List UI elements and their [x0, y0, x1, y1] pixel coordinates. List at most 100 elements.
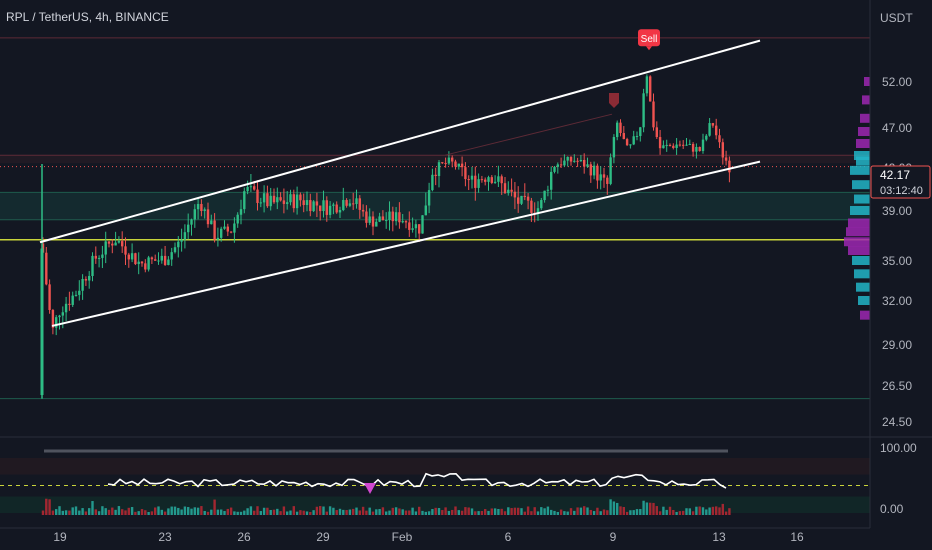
volume-bar: [573, 510, 576, 515]
candle-body: [127, 254, 130, 260]
volume-bar: [414, 511, 418, 515]
price-axis[interactable]: 52.0047.0042.0039.0035.0032.0029.0026.50…: [882, 75, 912, 429]
candle-body: [553, 166, 556, 172]
price-tick-label: 29.00: [882, 338, 912, 352]
volume-bar: [546, 506, 550, 515]
candle-body: [619, 122, 622, 134]
volume-bar: [309, 511, 312, 515]
candle-body: [543, 190, 546, 201]
candle-body: [579, 159, 583, 162]
candle-body: [649, 76, 652, 102]
volume-bar: [325, 511, 328, 515]
sell-signal-badge: [638, 29, 660, 47]
candle-body: [454, 161, 457, 167]
volume-bar: [639, 509, 642, 515]
volume-bar: [262, 507, 266, 515]
volume-bar: [256, 506, 259, 515]
resistance-zone: [0, 155, 870, 164]
candle-body: [315, 201, 319, 206]
volume-profile-bar: [856, 156, 870, 166]
candle-body: [441, 162, 444, 164]
oscillator-tick-label: 0.00: [880, 502, 904, 516]
volume-bar: [190, 508, 193, 515]
candle-body: [144, 263, 147, 270]
volume-bar: [91, 501, 94, 515]
candle-body: [150, 257, 154, 260]
volume-bar: [84, 511, 88, 515]
candle-body: [375, 221, 378, 227]
volume-bar: [375, 509, 378, 515]
volume-bar: [609, 499, 612, 515]
volume-bar: [157, 506, 160, 515]
volume-bar: [319, 506, 322, 515]
candle-body: [187, 224, 190, 233]
candle-body: [652, 101, 655, 128]
candle-body: [421, 215, 424, 234]
volume-bar: [378, 509, 381, 515]
volume-bar: [579, 507, 583, 515]
volume-profile-bar: [856, 139, 870, 148]
volume-bar: [111, 507, 114, 515]
candle-body: [276, 197, 279, 203]
candle-body: [223, 226, 226, 229]
candle-body: [401, 221, 404, 223]
candle-body: [256, 189, 259, 203]
volume-bar: [431, 509, 434, 515]
candle-body: [675, 144, 678, 148]
volume-bar: [292, 506, 295, 515]
volume-bar: [682, 510, 685, 515]
candle-body: [708, 123, 711, 136]
candle-body: [173, 247, 177, 253]
current-price-value: 42.17: [880, 168, 910, 182]
candle-body: [295, 194, 299, 209]
volume-bar: [226, 508, 229, 515]
candle-body: [711, 123, 715, 126]
candle-body: [635, 136, 639, 138]
time-tick-label: 9: [610, 530, 617, 544]
price-tick-label: 52.00: [882, 75, 912, 89]
volume-bar: [312, 510, 315, 515]
candle-body: [107, 241, 111, 244]
volume-bar: [104, 508, 107, 515]
volume-bar: [81, 508, 84, 515]
chart-title: RPL / TetherUS, 4h, BINANCE: [6, 10, 169, 24]
volume-bar: [596, 507, 599, 515]
volume-bar: [464, 507, 467, 515]
candle-body: [447, 157, 451, 164]
candle-body: [180, 239, 183, 242]
candle-body: [427, 190, 431, 206]
volume-bar: [507, 507, 510, 515]
volume-bar: [655, 506, 658, 515]
candle-body: [599, 174, 602, 181]
candle-body: [556, 164, 559, 167]
volume-bar: [724, 511, 728, 515]
volume-bar: [55, 509, 58, 515]
volume-bar: [563, 511, 566, 515]
candle-body: [309, 200, 312, 212]
volume-bar: [187, 507, 190, 515]
candle-body: [352, 203, 355, 205]
volume-bar: [154, 507, 157, 515]
volume-bar: [286, 511, 289, 515]
candle-body: [253, 186, 256, 190]
volume-bar: [675, 511, 678, 515]
volume-bar: [295, 511, 299, 515]
volume-bar: [183, 506, 187, 515]
candle-body: [381, 216, 385, 221]
volume-bar: [243, 510, 246, 515]
candle-body: [243, 191, 246, 210]
candle-body: [678, 144, 682, 146]
candle-body: [84, 279, 88, 281]
time-axis[interactable]: 19 23 26 29 Feb 6 9 13 16: [53, 530, 804, 544]
candle-body: [64, 303, 68, 313]
volume-profile-bar: [860, 310, 870, 320]
candle-body: [513, 191, 517, 198]
candle-body: [371, 216, 375, 227]
volume-bar: [632, 510, 635, 515]
volume-bar: [441, 510, 444, 515]
candle-body: [226, 226, 229, 232]
candle-body: [655, 127, 658, 138]
candle-body: [487, 177, 490, 182]
candle-body: [117, 241, 121, 243]
